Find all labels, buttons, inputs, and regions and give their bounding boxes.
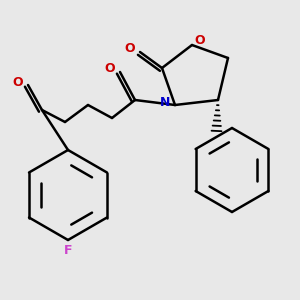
Text: O: O [125, 43, 135, 56]
Text: O: O [105, 62, 115, 76]
Text: O: O [13, 76, 23, 88]
Text: F: F [64, 244, 72, 256]
Text: N: N [160, 97, 170, 110]
Text: O: O [195, 34, 205, 46]
